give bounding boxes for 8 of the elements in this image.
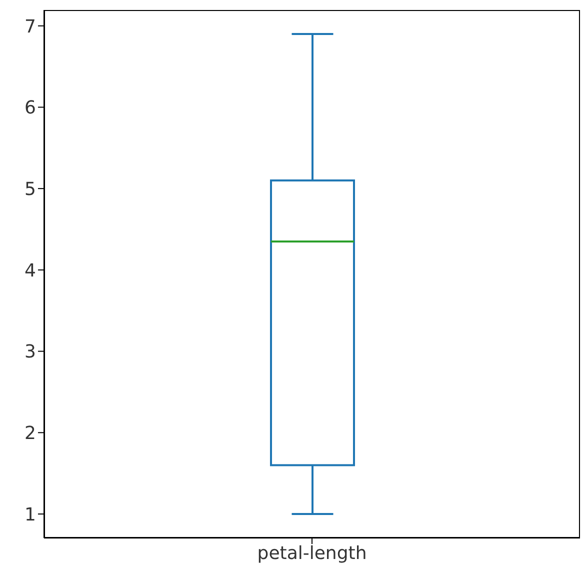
y-tick-label: 5 — [24, 178, 36, 200]
y-tick-label: 1 — [24, 504, 36, 526]
y-tick-label: 3 — [24, 342, 36, 363]
y-tick-label: 6 — [24, 98, 36, 119]
y-tick-label: 4 — [24, 260, 36, 282]
y-tick-label: 2 — [24, 423, 36, 444]
x-tick-label: petal-length — [257, 542, 367, 564]
y-tick-label: 7 — [24, 16, 36, 38]
